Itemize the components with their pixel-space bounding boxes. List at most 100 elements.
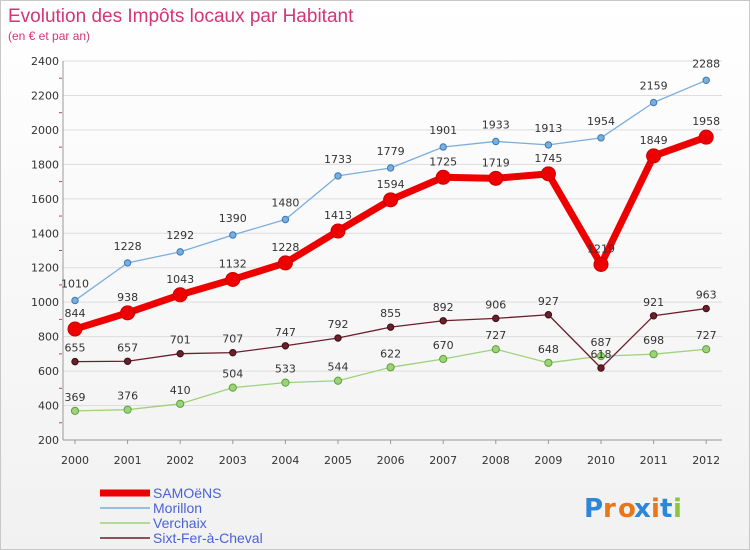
y-tick-label: 1000 [31,296,59,309]
logo-letter: i [673,494,682,524]
data-point [698,129,714,145]
data-label: 1228 [114,240,142,253]
data-label: 1954 [587,115,615,128]
data-label: 376 [117,390,138,403]
data-point [229,348,237,357]
data-label: 792 [328,318,349,331]
x-tick-label: 2010 [587,454,615,467]
plot-area [63,61,722,440]
data-label: 1913 [534,122,562,135]
data-label: 927 [538,295,559,308]
data-point [435,169,451,185]
data-label: 727 [485,329,506,342]
data-point [123,259,132,267]
data-label: 727 [696,329,717,342]
data-point [71,357,79,366]
data-point [540,166,556,182]
data-label: 655 [65,342,86,355]
data-label: 938 [117,291,138,304]
data-point [277,255,293,271]
data-point [172,287,188,303]
data-point [176,349,184,358]
data-point [281,215,290,224]
data-label: 844 [65,307,86,320]
data-point [386,164,395,172]
data-point [649,312,658,320]
data-label: 1043 [166,273,194,286]
x-tick-label: 2012 [692,454,720,467]
data-label: 1480 [271,196,299,209]
y-tick-label: 800 [38,331,59,344]
data-label: 906 [485,298,506,311]
data-point [702,345,711,354]
y-tick-label: 400 [38,400,59,413]
data-label: 1413 [324,209,352,222]
data-label: 1228 [271,241,299,254]
chart-title: Evolution des Impôts locaux par Habitant [8,6,354,27]
x-tick-label: 2001 [114,454,142,467]
data-point [646,148,662,164]
data-label: 1390 [219,212,247,225]
logo-letter: P [584,494,603,524]
y-tick-label: 2400 [31,55,59,68]
data-label: 1958 [692,115,720,128]
data-point [544,311,553,319]
data-point [330,223,346,239]
y-tick-label: 1400 [31,227,59,240]
data-point [123,405,132,414]
data-label: 2159 [640,80,668,93]
data-point [596,352,606,361]
data-point [491,345,500,354]
data-point [334,172,342,180]
data-point [439,354,448,364]
data-label: 1779 [377,145,405,158]
data-point [597,134,605,142]
data-point [225,271,241,287]
data-label: 687 [591,336,612,349]
data-point [229,231,237,239]
data-point [333,376,343,385]
data-point [492,137,500,146]
y-tick-label: 2200 [31,89,59,102]
y-tick-label: 1200 [31,262,59,275]
data-label: 921 [643,296,664,309]
y-tick-label: 1800 [31,158,59,171]
axes: 200 400 600 800 1000 1200 1400 1600 1800 2000 2200… [31,55,722,467]
legend-label: Verchaix [153,515,207,531]
legend-label: SAMOëNS [153,485,221,501]
data-label: 1933 [482,118,510,131]
grid [63,60,722,441]
data-label: 369 [65,391,86,404]
x-tick-label: 2002 [166,454,194,467]
data-point [67,321,83,337]
data-point [544,358,553,367]
data-label: 618 [591,348,612,361]
legend-label: Morillon [153,500,202,516]
data-point [71,296,79,305]
data-point [702,76,710,84]
chart-subtitle: (en € et par an) [8,29,90,43]
data-point [702,304,710,313]
data-label: 622 [380,347,401,360]
data-point [649,350,658,359]
x-tick-label: 2006 [377,454,405,467]
data-label: 698 [643,334,664,347]
data-label: 701 [170,334,191,347]
x-tick-label: 2003 [219,454,247,467]
data-label: 1594 [377,178,405,191]
data-point [439,317,447,325]
data-point [334,334,342,342]
data-point [439,143,447,151]
data-label: 1725 [429,155,457,168]
data-label: 544 [328,361,349,374]
data-label: 963 [696,289,717,302]
x-tick-label: 2011 [640,454,668,467]
data-point [228,383,237,392]
y-tick-label: 2000 [31,124,59,137]
data-point [281,342,290,350]
data-point [544,141,553,149]
